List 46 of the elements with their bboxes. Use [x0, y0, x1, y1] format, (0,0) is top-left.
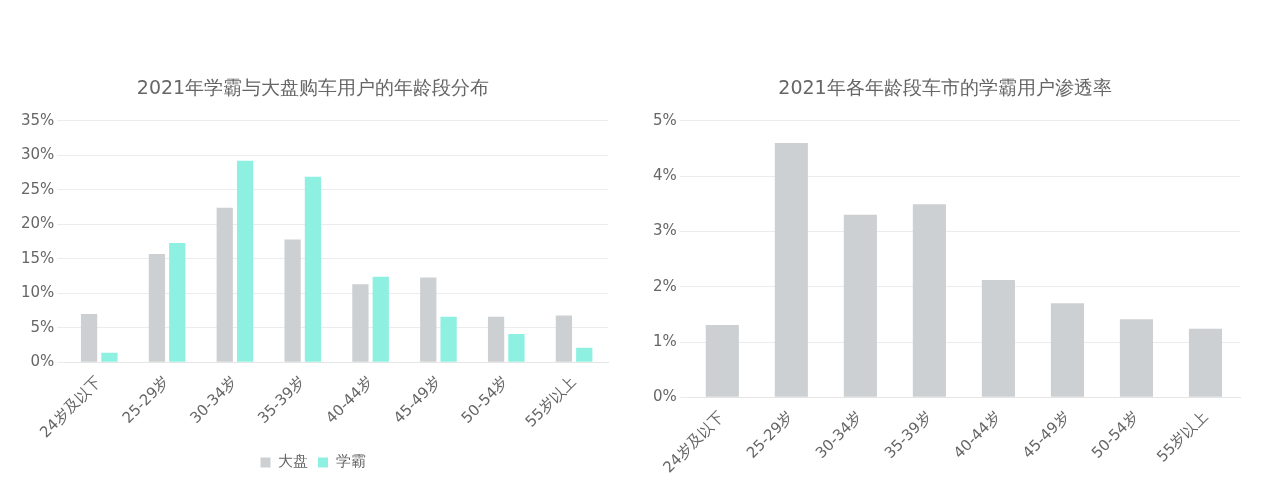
- y-tick-label: 10%: [21, 283, 55, 302]
- legend-label: 学霸: [335, 452, 366, 471]
- y-tick-label: 20%: [21, 214, 55, 233]
- bar: [440, 316, 457, 362]
- bar: [843, 214, 877, 397]
- x-tick-label: 55岁以上: [521, 372, 580, 431]
- y-tick-label: 0%: [653, 387, 677, 406]
- y-tick-label: 3%: [653, 221, 677, 240]
- bar: [80, 314, 98, 362]
- y-tick-label: 0%: [30, 352, 55, 371]
- y-tick-label: 2%: [653, 276, 677, 295]
- bar: [1050, 303, 1084, 397]
- chart-title: 2021年学霸与大盘购车用户的年龄段分布: [136, 76, 490, 99]
- y-tick-label: 5%: [653, 110, 677, 129]
- bar: [304, 176, 322, 362]
- y-tick-label: 15%: [21, 248, 55, 267]
- bar: [487, 316, 505, 362]
- x-tick-label: 24岁及以下: [659, 407, 728, 477]
- y-tick-label: 4%: [653, 166, 677, 184]
- legend-label: 大盘: [278, 452, 308, 471]
- y-tick-label: 1%: [653, 331, 677, 350]
- chart-title: 2021年各年龄段车市的学霸用户渗透率: [778, 76, 1112, 99]
- y-tick-label: 25%: [21, 179, 55, 198]
- bar: [1119, 319, 1154, 397]
- x-tick-label: 24岁及以下: [36, 372, 105, 442]
- bar: [981, 280, 1015, 397]
- bar: [169, 242, 186, 362]
- y-tick-label: 30%: [21, 145, 55, 164]
- x-tick-label: 55岁以上: [1153, 407, 1212, 466]
- bar: [576, 347, 593, 362]
- bar: [352, 284, 369, 362]
- bar: [1188, 328, 1223, 397]
- bar: [420, 277, 437, 362]
- bar: [148, 254, 166, 362]
- bar: [284, 239, 301, 362]
- bar: [705, 324, 739, 397]
- bar: [508, 334, 525, 362]
- bar: [912, 204, 946, 397]
- y-tick-label: 5%: [30, 317, 55, 336]
- bar: [216, 207, 233, 362]
- bar: [236, 160, 254, 362]
- bar: [372, 276, 389, 362]
- bar: [774, 142, 808, 397]
- bar: [101, 352, 118, 362]
- bar: [555, 315, 573, 362]
- y-tick-label: 35%: [21, 110, 55, 129]
